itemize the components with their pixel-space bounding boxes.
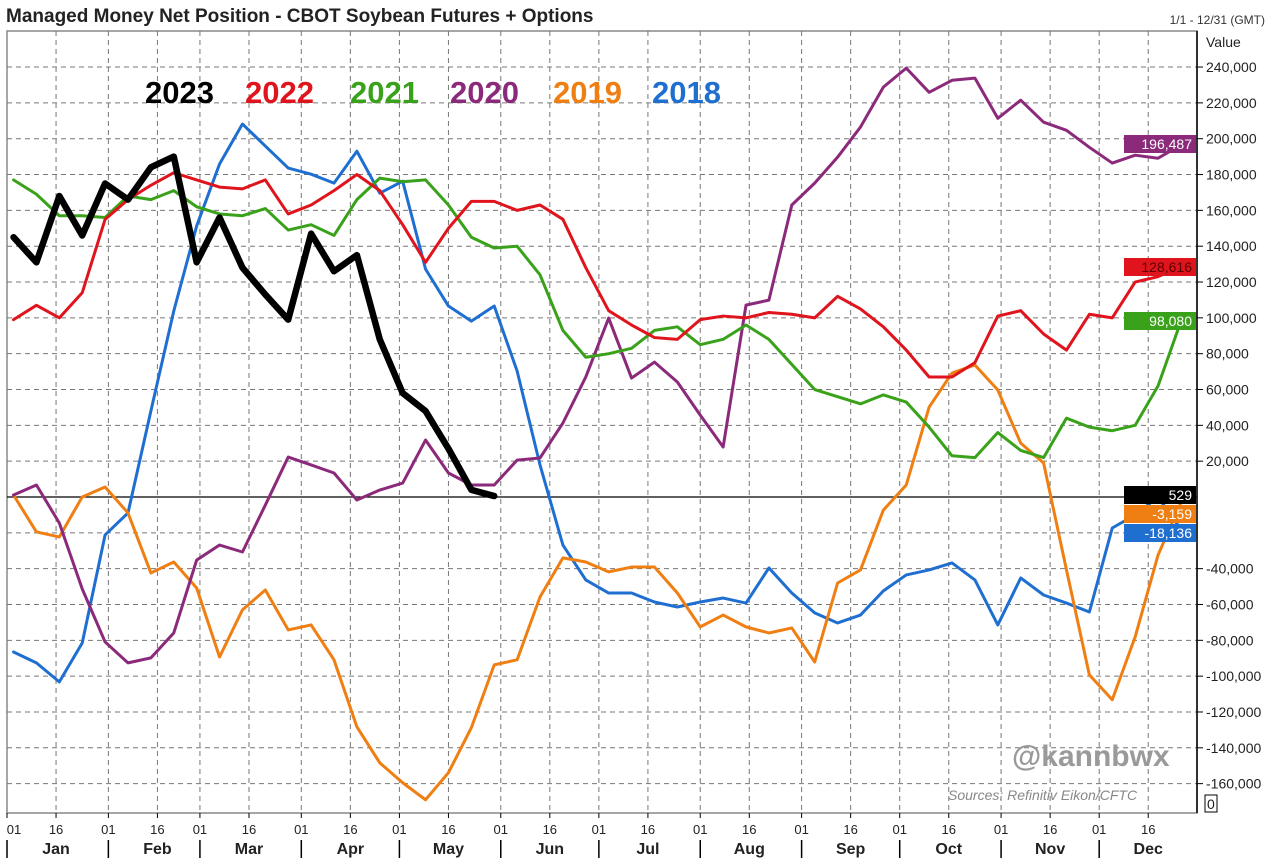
x-day-label: 16: [742, 822, 756, 837]
x-day-label: 01: [693, 822, 707, 837]
y-axis: 240,000 220,000 200,000 180,000 160,000 140,0…: [1197, 59, 1261, 792]
y-tick-label: -80,000: [1206, 632, 1254, 648]
chart-title: Managed Money Net Position - CBOT Soybea…: [6, 6, 593, 27]
last-value-label-2021: 98,080: [1149, 313, 1192, 329]
x-month-label: May: [433, 841, 464, 858]
y-tick-label: 20,000: [1206, 453, 1249, 469]
x-day-label: 16: [1043, 822, 1057, 837]
y-tick-label: 60,000: [1206, 382, 1249, 398]
last-value-tag-2022: [1124, 258, 1196, 276]
y-tick-label: 180,000: [1206, 167, 1257, 183]
x-day-label: 16: [343, 822, 357, 837]
x-month-label: Nov: [1035, 841, 1065, 858]
x-day-label: 16: [242, 822, 256, 837]
x-day-label: 16: [1141, 822, 1155, 837]
x-month-label: Apr: [337, 841, 365, 858]
x-month-label: Jun: [536, 841, 564, 858]
series-line-2018: [12, 122, 1183, 684]
last-value-label-2023: 529: [1169, 487, 1193, 503]
x-month-label: Oct: [935, 841, 962, 858]
corner-box: [1204, 794, 1218, 813]
series-line-2019: [12, 363, 1183, 802]
legend-item-2018: 2018: [652, 75, 721, 110]
x-month-label: Aug: [734, 841, 765, 858]
y-tick-label: -120,000: [1206, 704, 1261, 720]
y-tick-label: -100,000: [1206, 668, 1261, 684]
last-value-tag-2021: [1124, 312, 1196, 330]
x-day-label: 16: [150, 822, 164, 837]
x-day-label: 01: [592, 822, 606, 837]
y-tick-label: 220,000: [1206, 95, 1257, 111]
x-month-label: Jan: [42, 841, 70, 858]
y-tick-label: 200,000: [1206, 131, 1257, 147]
x-day-label: 01: [7, 822, 21, 837]
x-day-label: 16: [843, 822, 857, 837]
series-line-2022: [12, 171, 1183, 379]
last-value-tag-2019: [1124, 505, 1196, 523]
x-day-label: 16: [49, 822, 63, 837]
x-month-label: Sep: [836, 841, 866, 858]
series-line-2021: [12, 176, 1183, 460]
x-month-label: Jul: [636, 841, 659, 858]
y-axis-label: Value: [1206, 34, 1241, 50]
x-day-label: 16: [641, 822, 655, 837]
x-month-label: Dec: [1134, 841, 1163, 858]
x-day-label: 01: [392, 822, 406, 837]
last-value-label-2020: 196,487: [1141, 136, 1192, 152]
x-day-label: 01: [994, 822, 1008, 837]
legend-item-2023: 2023: [145, 75, 214, 110]
y-tick-label: -140,000: [1206, 740, 1261, 756]
y-tick-label: 120,000: [1206, 274, 1257, 290]
x-day-label: 16: [942, 822, 956, 837]
date-range: 1/1 - 12/31 (GMT): [1170, 13, 1265, 27]
last-value-tag-2023: [1124, 486, 1196, 504]
legend: 2023 2022 2021 2020 2019 2018: [145, 75, 721, 110]
last-value-label-2019: -3,159: [1152, 506, 1192, 522]
x-month-label: Feb: [143, 841, 172, 858]
last-value-label-2022: 128,616: [1141, 259, 1192, 275]
x-day-label: 01: [494, 822, 508, 837]
legend-item-2022: 2022: [245, 75, 314, 110]
y-tick-label: 140,000: [1206, 238, 1257, 254]
x-day-label: 01: [794, 822, 808, 837]
x-day-label: 16: [441, 822, 455, 837]
x-day-label: 01: [193, 822, 207, 837]
last-value-tags: -18,136 -3,159 196,487 98,080 128,616 529: [1124, 135, 1196, 542]
last-value-tag-2020: [1124, 135, 1196, 153]
y-tick-label: 160,000: [1206, 202, 1257, 218]
y-tick-label: 40,000: [1206, 417, 1249, 433]
x-day-label: 01: [101, 822, 115, 837]
source-note: Sources: Refinitiv Eikon/CFTC: [948, 787, 1138, 803]
y-tick-label: -160,000: [1206, 776, 1261, 792]
x-day-label: 01: [1092, 822, 1106, 837]
x-month-label: Mar: [235, 841, 263, 858]
y-tick-label: 100,000: [1206, 310, 1257, 326]
legend-item-2021: 2021: [350, 75, 419, 110]
x-day-label: 16: [543, 822, 557, 837]
legend-item-2019: 2019: [553, 75, 622, 110]
x-day-label: 01: [892, 822, 906, 837]
last-value-label-2018: -18,136: [1145, 525, 1193, 541]
series-lines: [10, 66, 1183, 802]
y-tick-label: -40,000: [1206, 561, 1254, 577]
x-axis: 01 16 Jan 01 16 Feb 01 16 Mar 01 16 Apr 01 16 May 01 16 J…: [6, 813, 1163, 858]
last-value-tag-2018: [1124, 524, 1196, 542]
x-day-label: 01: [294, 822, 308, 837]
y-tick-label: 80,000: [1206, 346, 1249, 362]
watermark: @kannbwx: [1012, 740, 1170, 773]
series-line-2023: [10, 153, 498, 500]
y-tick-label: 240,000: [1206, 59, 1257, 75]
series-line-2020: [12, 66, 1183, 665]
legend-item-2020: 2020: [450, 75, 519, 110]
y-tick-label: -60,000: [1206, 596, 1254, 612]
corner-box-label: 0: [1207, 796, 1215, 812]
plot-area: [6, 30, 1198, 814]
